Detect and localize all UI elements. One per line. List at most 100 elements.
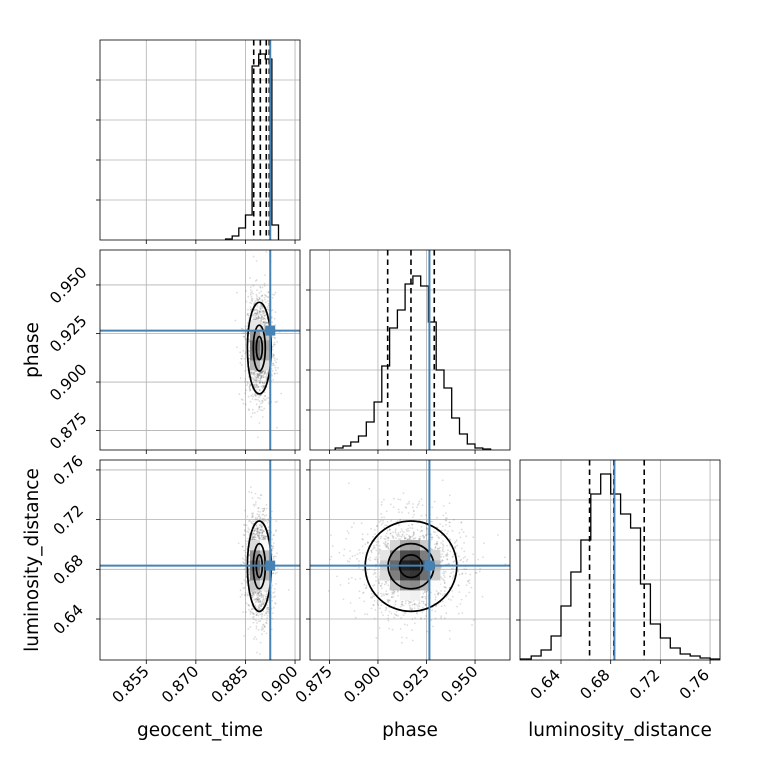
sample-point [270,628,273,631]
sample-point [367,541,369,544]
sample-point [449,550,452,553]
sample-point [442,548,444,551]
sample-point [257,373,259,376]
sample-point [408,534,410,537]
sample-point [442,544,445,547]
sample-point [432,531,435,533]
sample-point [273,294,276,296]
sample-point [441,543,444,546]
sample-point [253,371,256,374]
sample-point [254,412,256,414]
sample-point [265,536,268,538]
sample-point [258,524,261,526]
sample-point [266,372,269,375]
sample-point [264,315,266,317]
sample-point [251,514,254,516]
sample-point [454,540,457,543]
sample-point [413,622,416,625]
sample-point [483,542,485,544]
sample-point [261,323,264,326]
sample-point [395,614,397,616]
density-cell [420,570,431,581]
sample-point [450,572,452,575]
sample-point [400,528,403,530]
sample-point [259,378,262,380]
sample-point [384,538,387,540]
grid-lines [100,40,300,240]
sample-point [422,592,425,595]
sample-point [401,600,404,603]
sample-point [393,613,396,615]
sample-point [263,294,266,296]
sample-point [249,389,252,392]
sample-point [250,608,253,611]
sample-point [260,525,263,528]
sample-point [257,316,260,318]
sample-point [260,603,263,606]
sample-point [353,610,356,612]
sample-point [387,543,389,545]
sample-point [372,573,375,576]
sample-point [434,531,437,534]
panel-hist-luminosity-distance: 0.64 0.68 0.72 0.76 [516,459,721,703]
sample-point [347,482,350,485]
sample-point [255,600,258,603]
panel-frame [519,459,721,661]
sample-point [441,553,443,555]
sample-point [239,595,242,598]
sample-point [464,556,466,558]
sample-point [242,562,245,564]
sample-point [369,596,372,599]
sample-point [374,609,377,611]
sample-point [257,317,260,320]
sample-point [252,371,255,374]
sample-point [263,385,265,388]
sample-point [394,603,397,606]
sample-point [255,533,258,536]
sample-point [258,601,261,604]
sample-point [387,599,390,602]
sample-point [441,559,444,561]
sample-point [401,641,403,644]
sample-point [259,382,261,384]
sample-point [371,548,374,550]
sample-point [403,538,406,540]
sample-point [258,380,261,383]
sample-point [255,597,258,600]
sample-point [251,412,254,415]
sample-point [401,601,403,603]
sample-point [252,615,255,618]
sample-point [416,529,419,531]
sample-point [262,370,265,372]
sample-point [257,376,259,379]
sample-point [257,373,260,376]
sample-point [256,373,259,375]
grid-lines [520,460,720,660]
sample-point [266,296,269,299]
sample-point [258,382,261,384]
sample-point [262,519,265,522]
sample-point [240,358,243,360]
sample-point [392,592,395,595]
sample-point [259,381,262,383]
sample-point [258,374,261,377]
sample-point [271,316,273,319]
sample-point [256,306,259,308]
sample-point [373,569,376,571]
sample-point [259,605,262,608]
sample-point [266,371,269,374]
sample-point [426,590,428,593]
sample-point [373,547,376,549]
sample-point [267,606,270,609]
sample-point [263,317,266,320]
sample-point [262,510,264,513]
sample-point [412,538,415,540]
sample-point [443,593,446,595]
sample-point [263,599,266,602]
sample-point [256,312,258,314]
sample-point [438,537,441,540]
sample-point [261,534,264,537]
sample-point [264,298,266,301]
sample-point [252,612,255,615]
sample-point [256,386,258,389]
